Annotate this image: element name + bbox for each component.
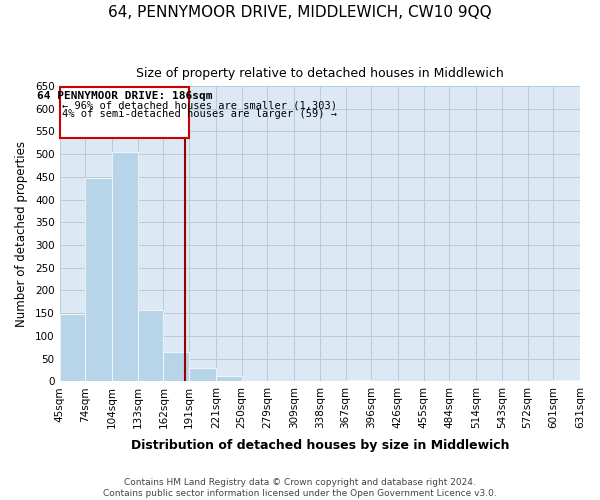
Bar <box>163 352 189 382</box>
Bar <box>138 310 163 382</box>
Text: ← 96% of detached houses are smaller (1,303): ← 96% of detached houses are smaller (1,… <box>62 100 337 110</box>
FancyBboxPatch shape <box>59 86 189 138</box>
Bar <box>59 314 85 382</box>
Y-axis label: Number of detached properties: Number of detached properties <box>15 140 28 326</box>
X-axis label: Distribution of detached houses by size in Middlewich: Distribution of detached houses by size … <box>131 440 509 452</box>
Text: 4% of semi-detached houses are larger (59) →: 4% of semi-detached houses are larger (5… <box>62 108 337 118</box>
Bar <box>216 376 242 382</box>
Text: 64 PENNYMOOR DRIVE: 186sqm: 64 PENNYMOOR DRIVE: 186sqm <box>37 92 212 102</box>
Text: 64, PENNYMOOR DRIVE, MIDDLEWICH, CW10 9QQ: 64, PENNYMOOR DRIVE, MIDDLEWICH, CW10 9Q… <box>108 5 492 20</box>
Text: Contains HM Land Registry data © Crown copyright and database right 2024.
Contai: Contains HM Land Registry data © Crown c… <box>103 478 497 498</box>
Bar <box>112 152 138 382</box>
Bar <box>553 380 580 382</box>
Title: Size of property relative to detached houses in Middlewich: Size of property relative to detached ho… <box>136 68 503 80</box>
Bar <box>189 368 216 382</box>
Bar <box>85 178 112 382</box>
Bar <box>346 380 371 382</box>
